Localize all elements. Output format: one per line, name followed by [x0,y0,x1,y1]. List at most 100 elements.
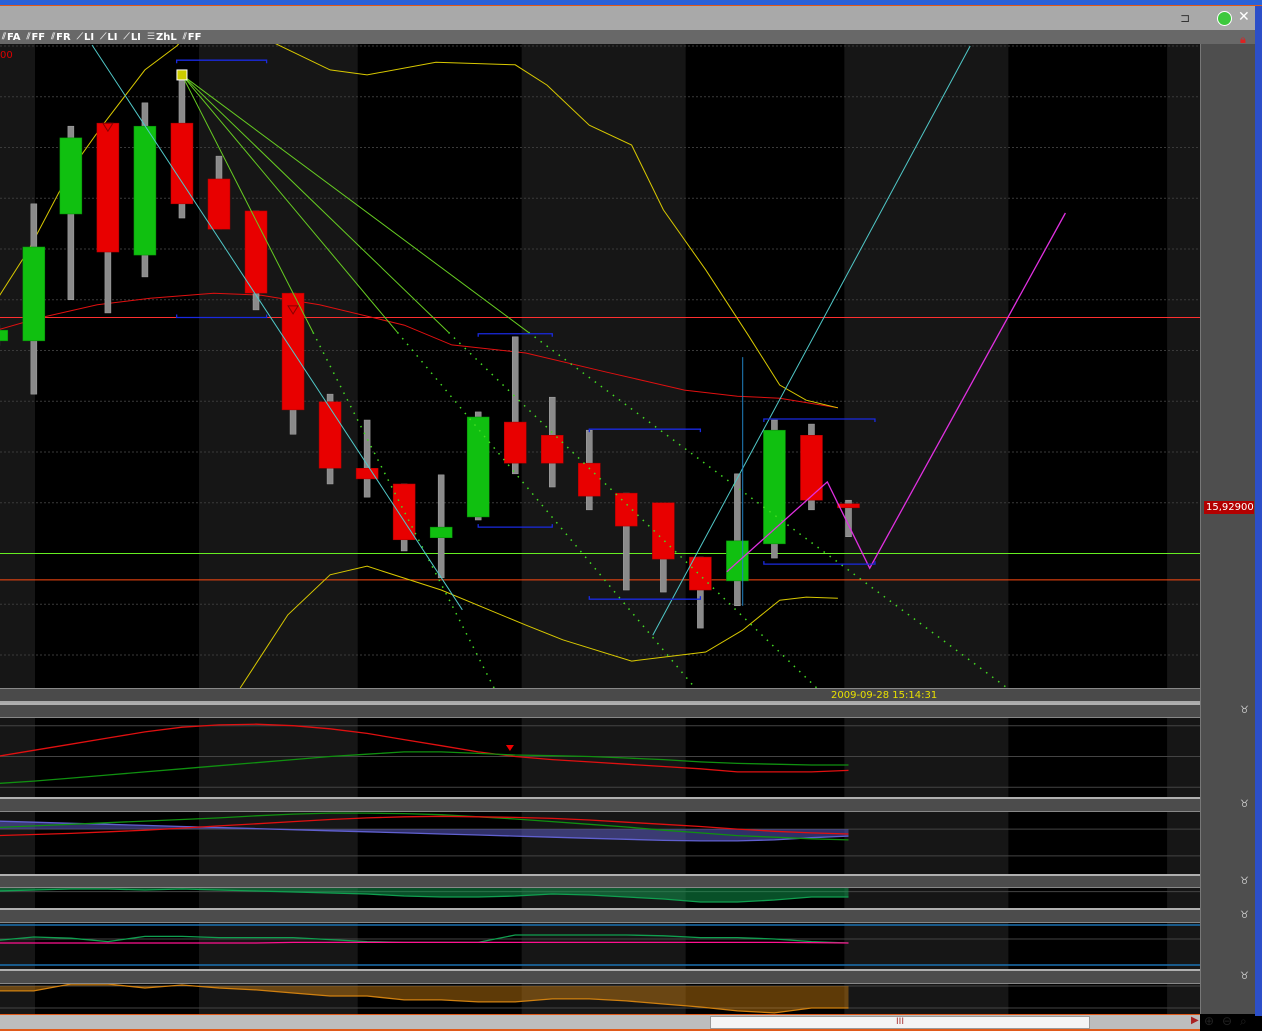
candle-wick [363,419,371,498]
fib-fan-line [181,74,398,333]
candle-body [429,526,453,539]
tool-zhl[interactable]: ☰ ZhL [147,32,177,43]
scroll-right-arrow-icon[interactable]: ▶ [1191,1015,1199,1026]
drawing-toolbar: ⫽ FA ⫽ FF ⫽ FR ⟋ LI ⟋ LI ⟋ LI ☰ ZhL ⫽ FF [0,30,1262,44]
candle-body [207,178,231,230]
panel-settings-icon[interactable]: ♉︎ [1240,705,1249,716]
candle-body [244,210,268,294]
line-icon: ⟋ [123,32,130,42]
zoom-in-icon[interactable]: ⊕ [1204,1014,1215,1028]
candle-body [355,467,379,480]
moving-average-line [0,292,838,409]
indicator-area [0,984,849,1013]
candle-body [392,483,416,541]
pattern-bracket-top [176,59,268,64]
panel-settings-icon[interactable]: ♉︎ [1240,910,1249,921]
time-axis[interactable] [0,688,1200,703]
tool-li[interactable]: ⟋ LI [100,32,117,43]
candle-body [318,401,342,469]
month-band [844,44,1009,1014]
pattern-bracket-top [477,333,553,337]
tool-fa[interactable]: ⫽ FA [2,32,20,43]
fan-anchor-handle [176,69,188,81]
fib-fan-line [181,74,529,333]
indicator-area [0,888,849,902]
panel-settings-icon[interactable]: ♉︎ [1240,971,1249,982]
close-icon[interactable]: ✕ [1238,9,1250,25]
cursor-time-label: 2009-09-28 15:14:31 [831,690,938,701]
pattern-bracket-top [588,428,702,433]
trend-line [652,45,971,636]
fib-fan-line [181,74,449,333]
line-icon: ⟋ [76,32,83,42]
candle-body [615,492,638,527]
tool-label: FA [7,31,21,43]
month-band [1167,44,1200,1014]
fib-fan-line-dotted [448,331,818,688]
pattern-bracket-bottom [176,314,268,319]
tool-li[interactable]: ⟋ LI [77,32,94,43]
indicator-panel-header [0,703,1200,718]
indicator-panel-header [0,969,1200,984]
tool-ff[interactable]: ⫽ FF [183,32,202,43]
window-edge [1255,6,1262,1016]
candle-body [726,540,749,582]
candle-wick [437,474,445,579]
lower-band-line [239,565,838,688]
indicator-line [0,888,849,903]
upper-band-line [0,44,839,409]
candle-body [689,556,712,591]
candle-body [763,429,786,545]
tool-label: FF [187,31,202,43]
line-icon: ⟋ [100,32,107,42]
indicator-line [0,820,849,842]
indicator-line [0,983,849,1014]
indicator-line [0,812,849,841]
candle-body [133,125,157,256]
panel-settings-icon[interactable]: ♉︎ [1240,799,1249,810]
pattern-bracket-top [763,418,876,423]
candle-body [800,435,823,501]
tool-ff[interactable]: ⫽ FF [26,32,45,43]
fib-fan-line [181,74,314,333]
candle-body [96,122,120,253]
tool-fr[interactable]: ⫽ FR [51,32,71,43]
candle-wick [734,473,741,607]
indicator-area [0,821,849,841]
candle-body [541,435,564,464]
pattern-bracket-bottom [477,524,553,528]
indicator-line [0,941,849,944]
candle-body [466,416,490,518]
scrollbar-thumb[interactable]: III [710,1016,1090,1029]
lock-icon[interactable]: 🔒︎ [1240,33,1246,46]
pattern-bracket-bottom [588,596,702,600]
candle-body [503,421,527,464]
trend-line [91,44,463,611]
panel-settings-icon[interactable]: ♉︎ [1240,876,1249,887]
tool-li[interactable]: ⟋ LI [124,32,141,43]
candle-body [837,503,860,509]
candle-body [59,137,83,215]
tool-label: LI [84,31,95,43]
horizontal-lines-icon: ☰ [146,32,155,42]
status-light-icon [1217,11,1232,26]
indicator-panel-header [0,908,1200,923]
indicator-panel-header [0,874,1200,888]
candle-wick [511,336,519,475]
fib-retracement-icon: ⫽ [51,32,56,42]
tool-label: LI [130,31,141,43]
projection-line [726,212,1066,573]
zoom-reset-icon[interactable]: ⌕ [1240,1014,1247,1028]
candle-body [22,246,46,342]
zoom-out-icon[interactable]: ⊖ [1222,1014,1233,1028]
sell-signal-icon [287,305,299,315]
tool-label: LI [107,31,118,43]
candle-body [0,329,9,342]
detach-icon[interactable]: ⊐ [1180,11,1191,25]
tool-label: FR [56,31,71,43]
price-axis[interactable] [1200,44,1255,1014]
fib-fan-icon: ⫽ [26,32,31,42]
candle-body [652,502,675,560]
chart-area[interactable] [0,0,1200,1014]
month-band [0,44,35,1014]
